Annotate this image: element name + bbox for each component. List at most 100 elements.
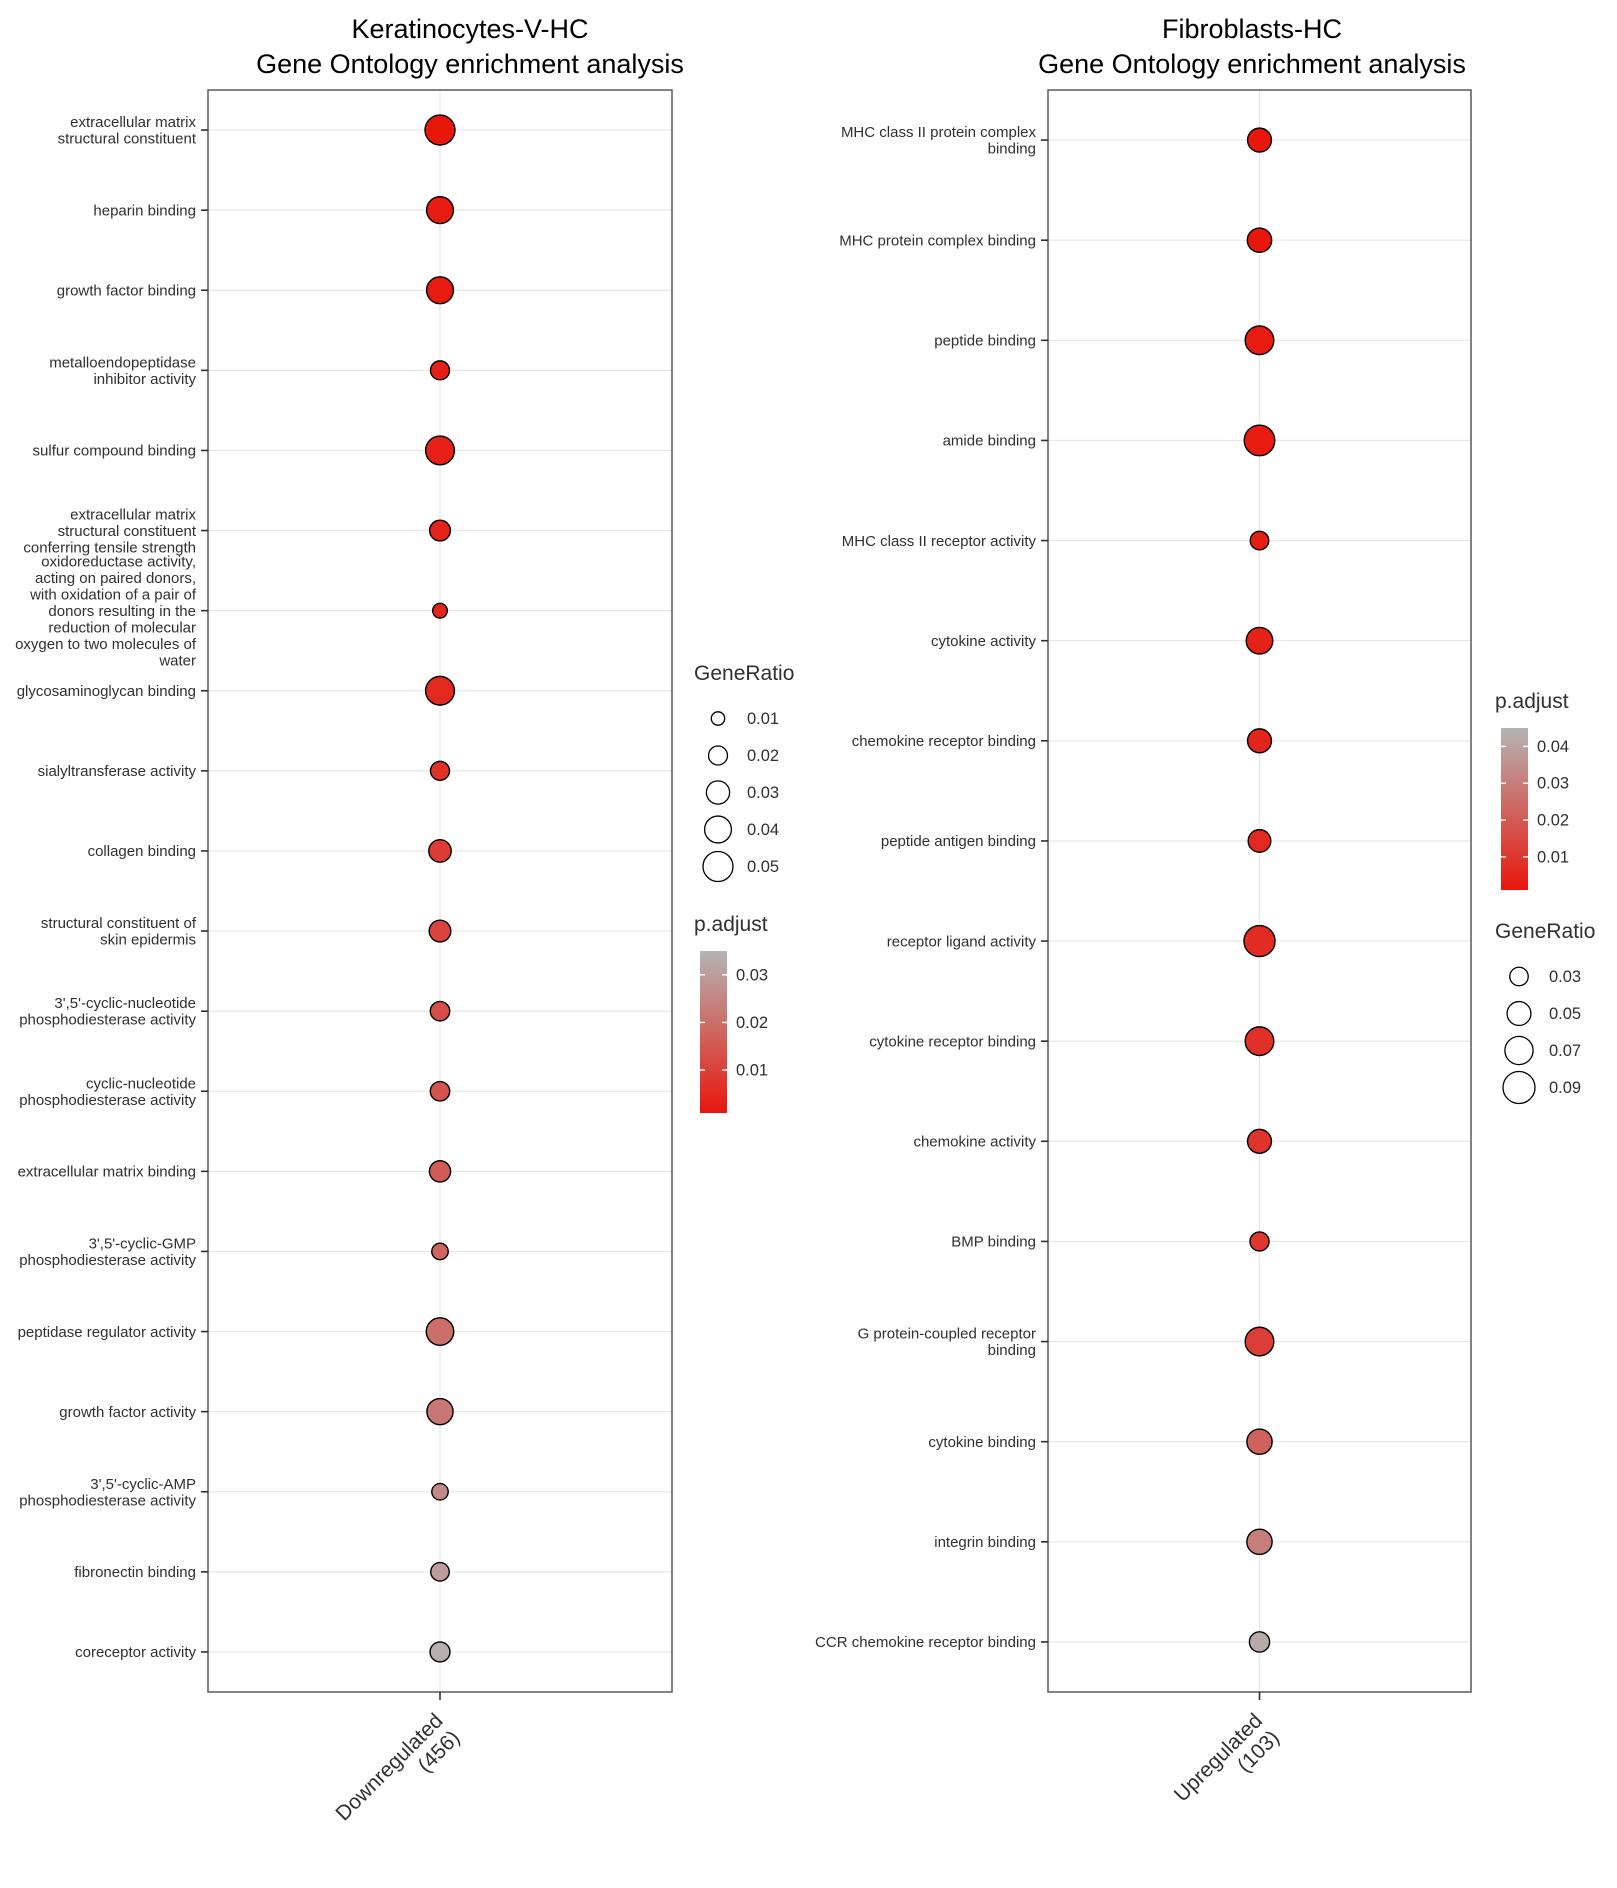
y-axis-label: growth factor activity xyxy=(59,1404,196,1421)
subtitle-line: Gene Ontology enrichment analysis xyxy=(1038,48,1466,79)
y-axis-label: G protein-coupled receptor binding xyxy=(858,1326,1036,1360)
data-point xyxy=(1246,127,1273,153)
data-point xyxy=(431,602,449,619)
data-point xyxy=(1244,325,1275,356)
x-axis-label: Downregulated(456) xyxy=(331,1709,464,1842)
legend-size-label: 0.05 xyxy=(1549,1005,1581,1023)
legend-size-key xyxy=(705,780,731,805)
legend-size-label: 0.05 xyxy=(747,858,779,876)
y-axis-label: integrin binding xyxy=(934,1534,1036,1551)
legend-gradient-label: 0.02 xyxy=(736,1014,768,1032)
y-axis-label: coreceptor activity xyxy=(75,1644,196,1661)
y-axis-label: extracellular matrix structural constitue… xyxy=(58,114,197,148)
subtitle-line: Gene Ontology enrichment analysis xyxy=(256,48,684,79)
data-point xyxy=(1249,1231,1270,1252)
y-axis-label: growth factor binding xyxy=(57,283,196,300)
y-axis-label: MHC class II receptor activity xyxy=(842,533,1037,550)
y-axis-label: cytokine receptor binding xyxy=(869,1033,1036,1050)
y-axis-label: chemokine receptor binding xyxy=(852,733,1036,750)
data-point xyxy=(1247,828,1272,853)
data-point xyxy=(1245,626,1274,655)
y-axis-label: amide binding xyxy=(943,433,1036,450)
data-point xyxy=(424,114,456,146)
y-axis-label: metalloendopeptidase inhibitor activity xyxy=(49,354,196,388)
legend-size-key xyxy=(1506,1000,1532,1027)
y-axis-label: extracellular matrix binding xyxy=(18,1164,196,1181)
data-point xyxy=(431,1482,449,1501)
y-axis-label: receptor ligand activity xyxy=(887,933,1037,950)
data-point xyxy=(425,196,455,225)
legend-title-padjust: p.adjust xyxy=(1495,690,1569,713)
legend-size-label: 0.03 xyxy=(1549,968,1581,986)
y-axis-label: fibronectin binding xyxy=(74,1564,196,1581)
y-axis-label: glycosaminoglycan binding xyxy=(17,683,196,700)
legend-size-key xyxy=(710,711,726,726)
legend-gradient-label: 0.03 xyxy=(1537,775,1569,793)
legend-size-label: 0.03 xyxy=(747,784,779,802)
legend-gradient-bar xyxy=(1501,728,1528,890)
data-point xyxy=(1246,1528,1273,1556)
legend-size-key xyxy=(703,815,733,844)
legend-size-label: 0.04 xyxy=(747,821,779,839)
data-point xyxy=(430,1561,450,1582)
data-point xyxy=(1243,424,1276,457)
data-point xyxy=(424,675,456,706)
legend-gradient-label: 0.03 xyxy=(736,966,768,984)
y-axis-label: extracellular matrix structural constitue… xyxy=(23,506,196,556)
data-point xyxy=(1248,1631,1271,1653)
legend-gradient-label: 0.01 xyxy=(1537,848,1569,866)
y-axis-label: 3',5'-cyclic-nucleotide phosphodiesterase… xyxy=(19,995,196,1029)
y-axis-label: peptidase regulator activity xyxy=(18,1324,197,1341)
data-point xyxy=(429,1000,451,1022)
data-point xyxy=(1246,728,1273,754)
data-point xyxy=(429,1080,451,1102)
data-point xyxy=(428,919,452,943)
y-axis-label: sulfur compound binding xyxy=(33,443,196,460)
legend-size-label: 0.07 xyxy=(1549,1042,1581,1060)
y-axis-label: MHC protein complex binding xyxy=(839,232,1036,249)
data-point xyxy=(1244,1326,1275,1357)
legend-title-padjust: p.adjust xyxy=(694,913,768,936)
y-axis-label: cytokine activity xyxy=(931,633,1037,650)
data-point xyxy=(428,839,452,863)
y-axis-label: oxidoreductase activity, acting on paired… xyxy=(15,553,197,669)
y-axis-label: BMP binding xyxy=(951,1234,1036,1251)
legend-size-key xyxy=(707,745,729,766)
legend-size-label: 0.02 xyxy=(747,747,779,765)
data-point xyxy=(1244,1026,1275,1057)
y-axis-label: 3',5'-cyclic-GMP phosphodiesterase activi… xyxy=(19,1235,196,1269)
data-point xyxy=(429,360,451,381)
title-line: Keratinocytes-V-HC xyxy=(351,14,589,44)
legend-gradient-label: 0.01 xyxy=(736,1062,768,1080)
y-axis-label: cyclic-nucleotide phosphodiesterase activ… xyxy=(19,1075,196,1109)
legend-size-key xyxy=(702,850,734,883)
data-point xyxy=(1249,530,1270,551)
y-axis-label: collagen binding xyxy=(88,843,196,860)
data-point xyxy=(429,760,451,782)
title-line: Fibroblasts-HC xyxy=(1161,14,1343,44)
legend-gradient-label: 0.04 xyxy=(1537,738,1569,756)
y-axis-label: structural constituent of skin epidermis xyxy=(41,915,197,949)
data-point xyxy=(429,1641,451,1663)
y-axis-label: chemokine activity xyxy=(913,1134,1036,1151)
legend-size-key xyxy=(1504,1035,1534,1066)
data-point xyxy=(1243,924,1276,958)
x-axis-label: Upregulated(103) xyxy=(1170,1709,1284,1823)
legend-gradient-label: 0.02 xyxy=(1537,812,1569,830)
data-point xyxy=(1246,1128,1273,1154)
y-axis-label: MHC class II protein complex binding xyxy=(841,124,1037,158)
y-axis-label: cytokine binding xyxy=(928,1434,1036,1451)
y-axis-label: peptide antigen binding xyxy=(881,833,1036,850)
data-point xyxy=(426,1397,454,1426)
y-axis-label: sialyltransferase activity xyxy=(38,763,197,780)
data-point xyxy=(425,1317,455,1346)
y-axis-label: peptide binding xyxy=(934,333,1036,350)
legend-size-key xyxy=(1502,1070,1536,1105)
legend-gradient-bar xyxy=(700,951,727,1113)
data-point xyxy=(1246,227,1273,254)
panel-title-right: Fibroblasts-HC Gene Ontology enrichment … xyxy=(1038,12,1466,81)
data-point xyxy=(428,1160,452,1183)
y-axis-label: heparin binding xyxy=(93,202,196,219)
